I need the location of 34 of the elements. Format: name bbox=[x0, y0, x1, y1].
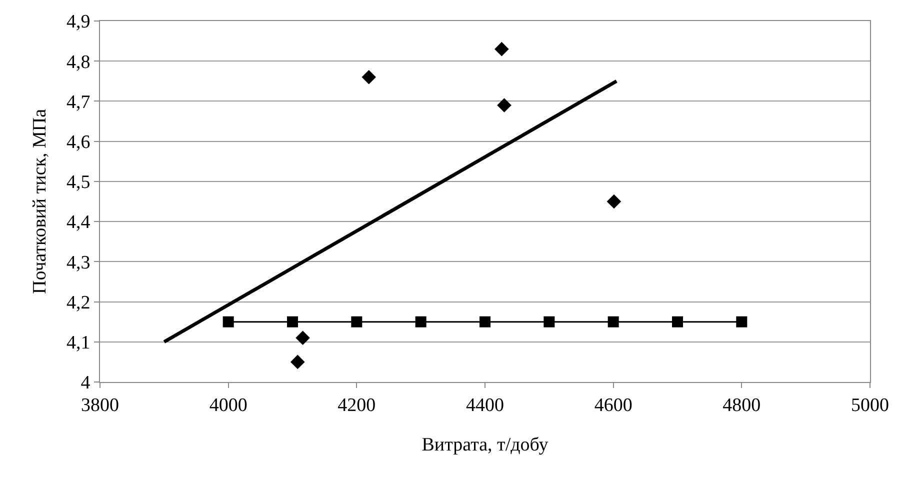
y-tick-label: 4,3 bbox=[66, 252, 90, 274]
x-tick-label: 4000 bbox=[209, 394, 248, 416]
x-tick-label: 3800 bbox=[81, 394, 119, 416]
point bbox=[287, 316, 298, 328]
x-tick-label: 4600 bbox=[594, 394, 632, 416]
y-tick-label: 4,8 bbox=[66, 52, 90, 73]
point bbox=[351, 316, 362, 328]
point bbox=[497, 98, 512, 112]
y-tick-label: 4,7 bbox=[66, 92, 90, 113]
point bbox=[606, 194, 622, 209]
point bbox=[672, 316, 683, 328]
y-tick-label: 4,5 bbox=[66, 172, 90, 194]
point bbox=[736, 316, 748, 328]
x-tick-label: 5000 bbox=[851, 394, 889, 416]
y-tick-label: 4,4 bbox=[66, 212, 91, 234]
y-tick-label: 4,9 bbox=[66, 12, 90, 33]
point bbox=[480, 316, 490, 328]
point bbox=[296, 330, 310, 346]
x-tick-label: 4800 bbox=[722, 394, 761, 416]
point bbox=[362, 70, 376, 84]
point bbox=[290, 354, 305, 370]
point bbox=[415, 316, 426, 328]
x-tick-label: 4400 bbox=[466, 394, 504, 416]
y-tick-label: 4,1 bbox=[66, 332, 90, 354]
y-tick-label: 4,2 bbox=[66, 292, 90, 314]
point bbox=[494, 42, 509, 56]
y-axis-title: Початковий тиск, МПа bbox=[29, 108, 50, 294]
point bbox=[544, 316, 555, 328]
point bbox=[608, 316, 619, 328]
y-tick-label: 4 bbox=[80, 372, 91, 394]
x-axis-title: Витрата, т/добу bbox=[422, 434, 549, 456]
point bbox=[222, 316, 234, 328]
x-tick-label: 4200 bbox=[338, 394, 376, 416]
y-tick-label: 4,6 bbox=[66, 132, 90, 153]
